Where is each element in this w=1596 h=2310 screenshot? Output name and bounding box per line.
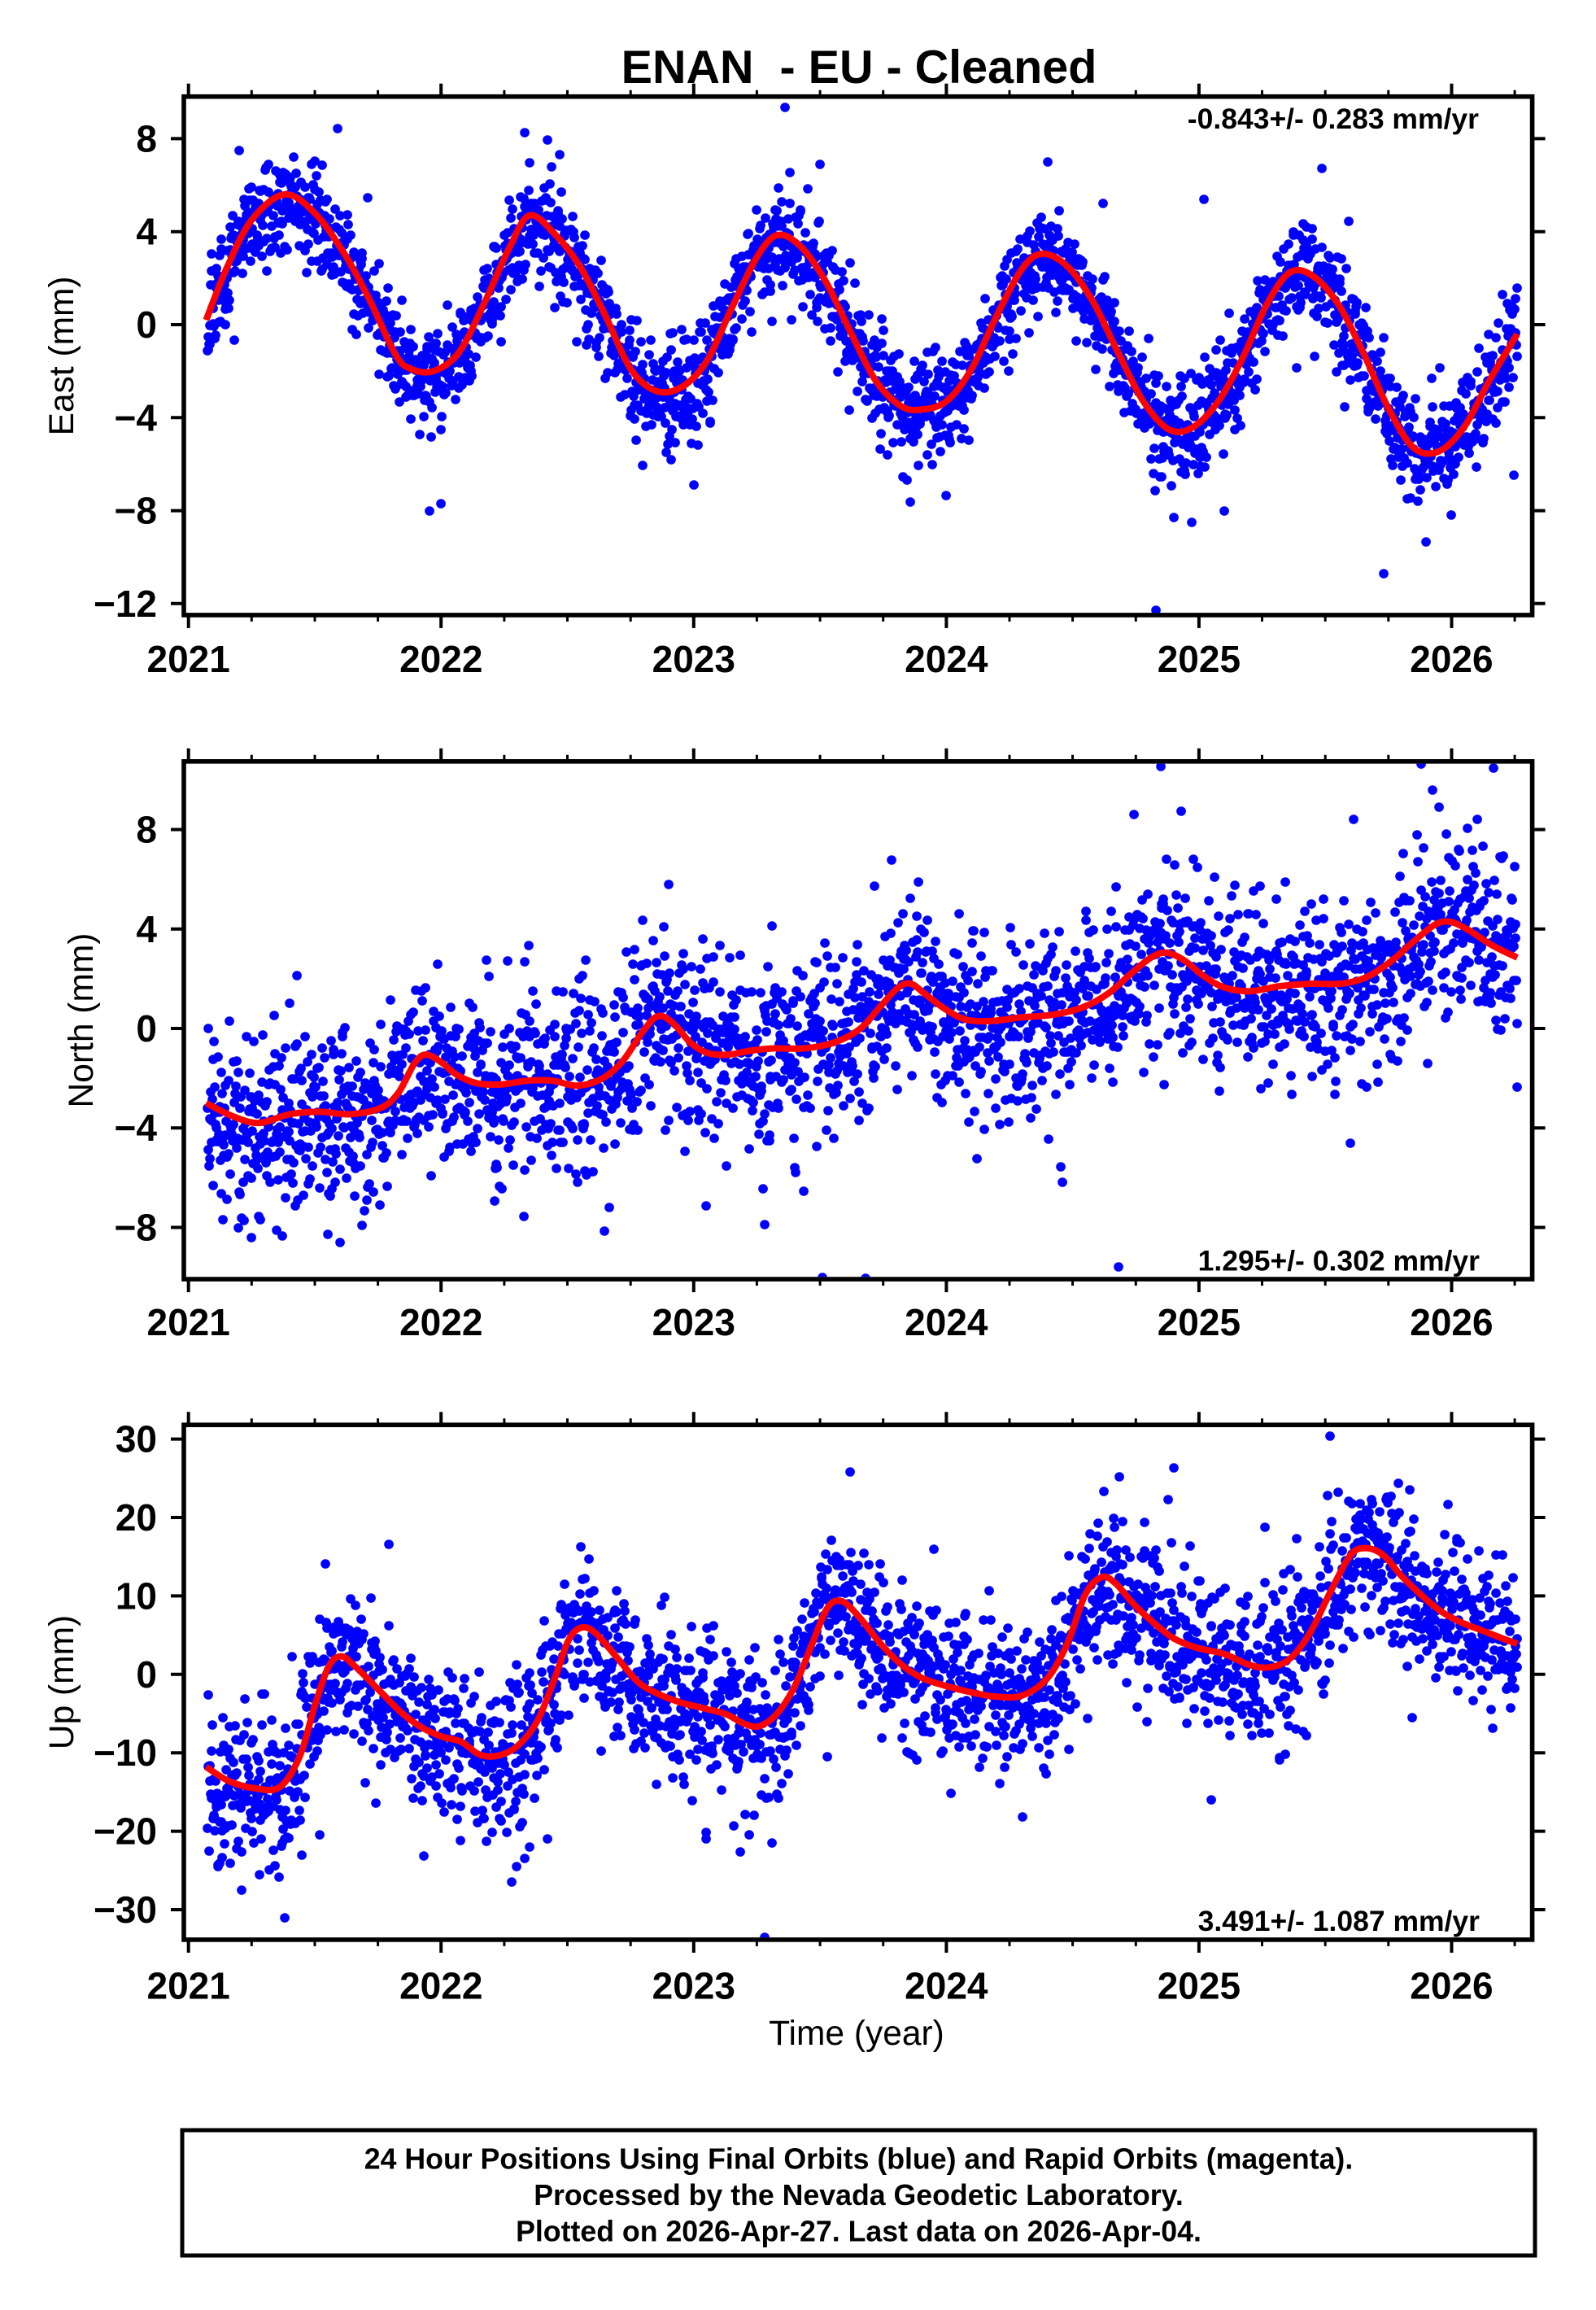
svg-text:−20: −20 <box>94 1810 157 1853</box>
svg-text:4: 4 <box>136 211 157 253</box>
svg-text:−4: −4 <box>115 396 158 439</box>
svg-text:2025: 2025 <box>1158 638 1241 680</box>
svg-text:2023: 2023 <box>652 638 735 680</box>
svg-text:ENAN - EU - Cleaned: ENAN - EU - Cleaned <box>621 41 1097 94</box>
svg-text:2024: 2024 <box>905 1301 988 1343</box>
svg-text:-0.843+/- 0.283 mm/yr: -0.843+/- 0.283 mm/yr <box>1188 103 1479 135</box>
svg-text:−10: −10 <box>94 1731 157 1774</box>
svg-text:Processed by the Nevada Geodet: Processed by the Nevada Geodetic Laborat… <box>534 2179 1184 2212</box>
svg-text:3.491+/- 1.087 mm/yr: 3.491+/- 1.087 mm/yr <box>1198 1905 1480 1937</box>
svg-text:8: 8 <box>136 809 157 851</box>
svg-text:2023: 2023 <box>652 1965 735 2007</box>
svg-text:−4: −4 <box>115 1107 158 1149</box>
svg-text:20: 20 <box>116 1496 157 1539</box>
svg-text:−30: −30 <box>94 1889 157 1931</box>
svg-text:2026: 2026 <box>1410 1301 1493 1343</box>
svg-text:North (mm): North (mm) <box>63 933 101 1108</box>
svg-text:Up (mm): Up (mm) <box>43 1615 81 1749</box>
svg-text:30: 30 <box>116 1418 157 1461</box>
svg-text:2021: 2021 <box>147 1965 230 2007</box>
svg-text:2022: 2022 <box>399 638 482 680</box>
svg-text:2024: 2024 <box>905 638 988 680</box>
svg-text:2022: 2022 <box>399 1965 482 2007</box>
svg-text:−12: −12 <box>94 583 157 625</box>
svg-text:2021: 2021 <box>147 638 230 680</box>
svg-text:2025: 2025 <box>1158 1301 1241 1343</box>
svg-text:0: 0 <box>136 1653 157 1696</box>
svg-text:2024: 2024 <box>905 1965 988 2007</box>
svg-text:−8: −8 <box>115 490 157 532</box>
svg-text:2023: 2023 <box>652 1301 735 1343</box>
svg-text:8: 8 <box>136 117 157 159</box>
svg-text:24 Hour Positions Using Final: 24 Hour Positions Using Final Orbits (bl… <box>364 2143 1353 2176</box>
svg-text:2021: 2021 <box>147 1301 230 1343</box>
svg-text:0: 0 <box>136 1007 157 1050</box>
svg-text:0: 0 <box>136 303 157 346</box>
svg-text:4: 4 <box>136 908 157 950</box>
svg-text:Time (year): Time (year) <box>769 2015 944 2053</box>
svg-text:Plotted on 2026-Apr-27. Last d: Plotted on 2026-Apr-27. Last data on 202… <box>516 2216 1201 2248</box>
svg-text:10: 10 <box>116 1574 157 1617</box>
svg-text:East (mm): East (mm) <box>43 276 81 435</box>
svg-text:−8: −8 <box>115 1206 157 1248</box>
svg-text:2022: 2022 <box>399 1301 482 1343</box>
svg-text:2026: 2026 <box>1410 1965 1493 2007</box>
svg-text:1.295+/- 0.302 mm/yr: 1.295+/- 0.302 mm/yr <box>1198 1245 1480 1277</box>
svg-text:2026: 2026 <box>1410 638 1493 680</box>
svg-text:2025: 2025 <box>1158 1965 1241 2007</box>
